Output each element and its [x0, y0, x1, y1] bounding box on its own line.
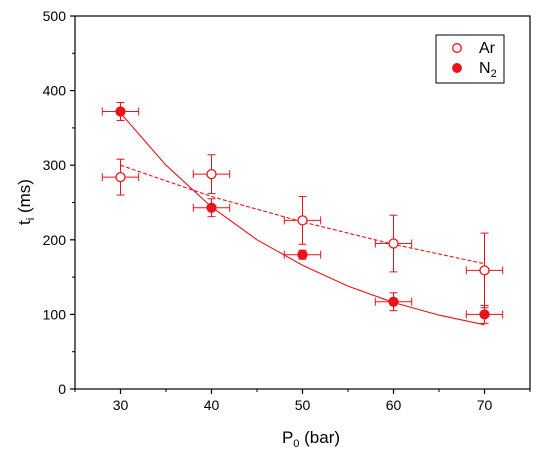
data-markers	[115, 106, 490, 320]
fit-curve-ar	[120, 164, 485, 265]
x-tick-label-50: 50	[295, 397, 311, 413]
axis-ticks: 30 40 50 60 70 0 100 200 300 400 500	[43, 8, 531, 413]
data-point-n2-30	[115, 106, 126, 117]
fit-curve-n2	[120, 112, 485, 326]
data-point-n2-70	[479, 309, 490, 320]
data-point-ar-60	[388, 238, 399, 249]
y-tick-label-100: 100	[43, 306, 67, 322]
fit-curves	[120, 112, 485, 326]
y-tick-label-0: 0	[58, 381, 66, 397]
y-axis-title: ti (ms)	[15, 179, 37, 225]
x-axis-title: P0 (bar)	[282, 428, 340, 450]
legend-marker-ar	[452, 43, 462, 53]
legend-marker-n2	[452, 63, 462, 73]
legend: Ar N2	[435, 34, 505, 84]
data-point-ar-40	[206, 169, 217, 180]
y-tick-label-200: 200	[43, 232, 67, 248]
data-point-n2-60	[388, 296, 399, 307]
data-point-n2-50	[297, 249, 308, 260]
data-point-ar-50	[297, 215, 308, 226]
y-tick-label-300: 300	[43, 157, 67, 173]
y-tick-label-400: 400	[43, 83, 67, 99]
legend-label-ar: Ar	[479, 40, 496, 57]
x-tick-label-40: 40	[204, 397, 220, 413]
legend-box	[435, 34, 505, 84]
data-point-ar-30	[115, 171, 126, 183]
data-point-n2-40	[206, 202, 217, 213]
x-tick-label-30: 30	[113, 397, 129, 413]
data-point-ar-70	[479, 265, 490, 276]
x-tick-label-70: 70	[477, 397, 493, 413]
error-bars	[101, 102, 504, 324]
x-tick-label-60: 60	[386, 397, 402, 413]
legend-label-n2: N2	[479, 60, 497, 80]
y-tick-label-500: 500	[43, 8, 67, 24]
